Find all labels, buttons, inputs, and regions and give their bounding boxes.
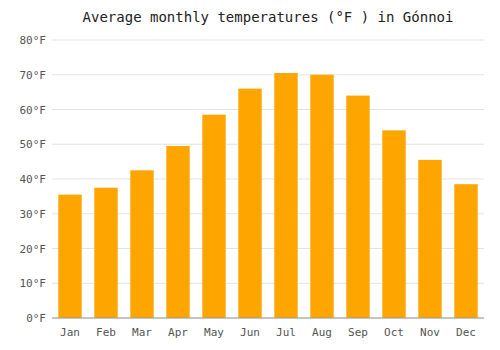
y-tick-label: 50°F bbox=[20, 138, 47, 151]
x-tick-label: Jun bbox=[240, 326, 260, 339]
grid-line bbox=[52, 40, 484, 41]
bar bbox=[382, 130, 405, 318]
bar bbox=[310, 75, 333, 318]
x-tick-label: Sep bbox=[348, 326, 368, 339]
x-tick-label: May bbox=[204, 326, 224, 339]
x-tick-label: Feb bbox=[96, 326, 116, 339]
grid-line bbox=[52, 144, 484, 145]
y-grid bbox=[52, 40, 484, 318]
bar bbox=[94, 188, 117, 318]
x-tick-label: Apr bbox=[168, 326, 188, 339]
chart: Average monthly temperatures (°F ) in Gó… bbox=[0, 0, 500, 350]
x-tick-label: Nov bbox=[420, 326, 440, 339]
grid-line bbox=[52, 318, 484, 319]
y-tick-label: 20°F bbox=[20, 243, 47, 256]
x-tick-label: Jan bbox=[60, 326, 80, 339]
bars bbox=[58, 73, 477, 318]
x-tick-label: Mar bbox=[132, 326, 152, 339]
x-tick-label: Oct bbox=[384, 326, 404, 339]
bar bbox=[238, 89, 261, 318]
bar bbox=[418, 160, 441, 318]
y-tick-label: 30°F bbox=[20, 208, 47, 221]
title: Average monthly temperatures (°F ) in Gó… bbox=[83, 9, 454, 25]
bar bbox=[166, 146, 189, 318]
bar bbox=[130, 170, 153, 318]
x-tick-label: Dec bbox=[456, 326, 476, 339]
x-axis-line bbox=[52, 318, 484, 319]
bar bbox=[454, 184, 477, 318]
bar bbox=[58, 195, 81, 318]
bar bbox=[274, 73, 297, 318]
y-tick-label: 40°F bbox=[20, 173, 47, 186]
grid-line bbox=[52, 109, 484, 110]
y-tick-label: 60°F bbox=[20, 104, 47, 117]
x-tick-label: Jul bbox=[276, 326, 296, 339]
y-tick-label: 80°F bbox=[20, 34, 47, 47]
y-tick-label: 10°F bbox=[20, 277, 47, 290]
bar bbox=[346, 96, 369, 318]
y-tick-label: 0°F bbox=[26, 312, 46, 325]
x-tick-label: Aug bbox=[312, 326, 332, 339]
bar bbox=[202, 115, 225, 318]
y-tick-label: 70°F bbox=[20, 69, 47, 82]
grid-line bbox=[52, 74, 484, 75]
